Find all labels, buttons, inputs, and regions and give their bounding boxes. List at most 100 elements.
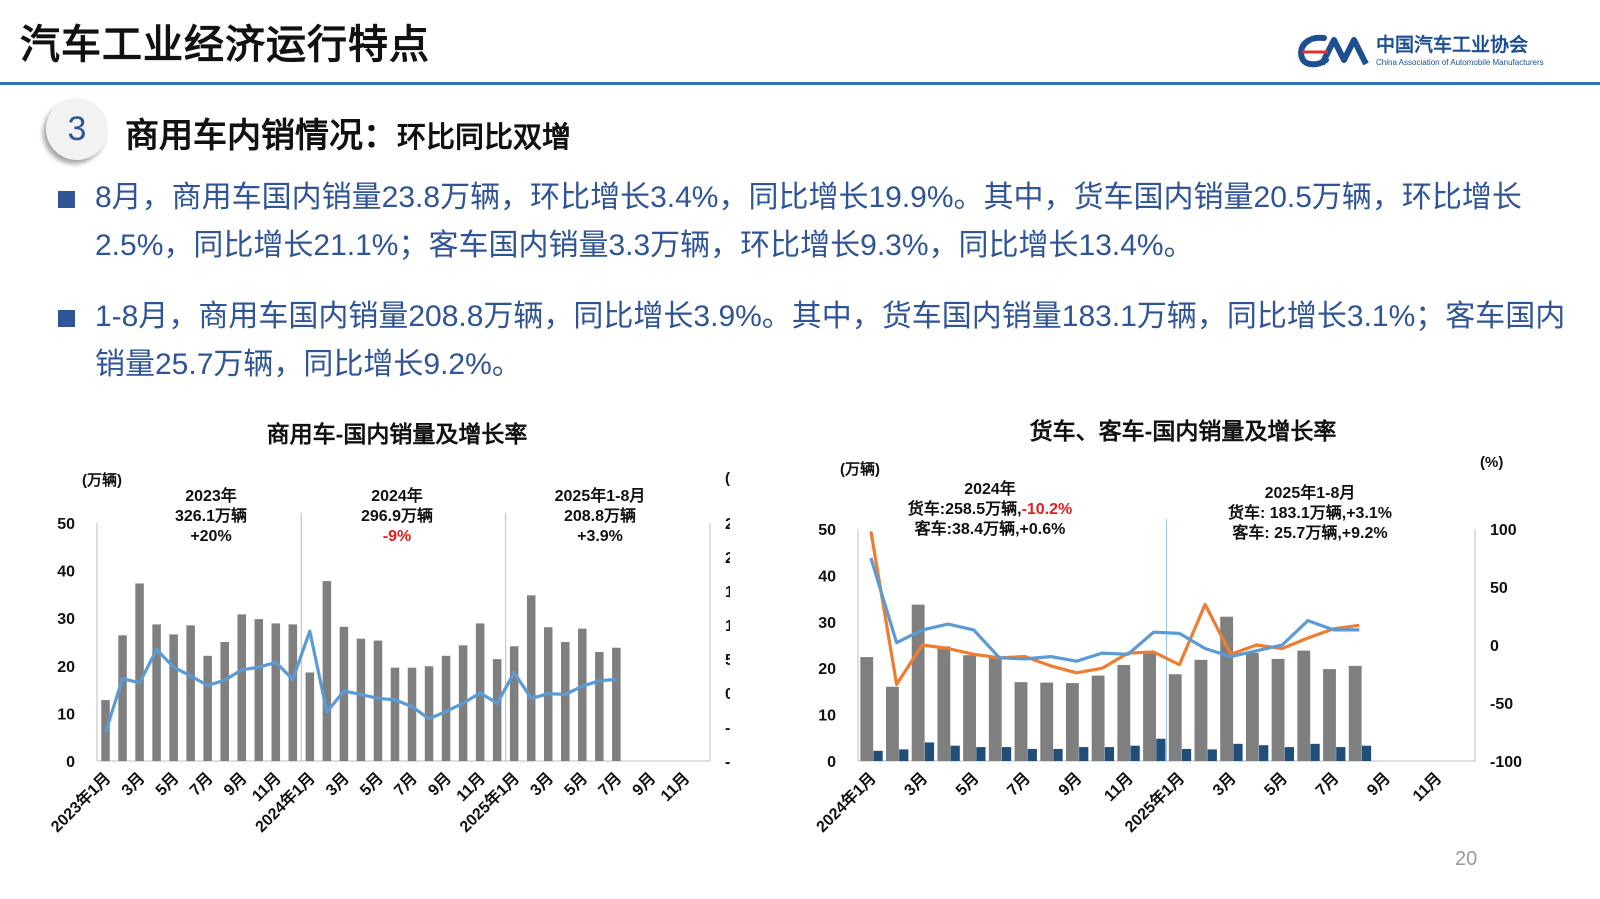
commercial-vehicle-chart: 商用车-国内销量及增长率 (万辆) (%) 0 10 20 30 40 50 -100 -50 0 50…	[47, 421, 730, 836]
bullet-text: 1-8月，商用车国内销量208.8万辆，同比增长3.9%。其中，货车国内销量18…	[95, 300, 1566, 381]
chart-bar	[1027, 748, 1037, 761]
chart-bar	[1117, 664, 1131, 761]
chart-bar	[1207, 749, 1217, 761]
chart-bar	[1053, 748, 1063, 761]
chart-bar	[1297, 650, 1311, 761]
chart-bar	[424, 666, 434, 761]
x-tick-label: 5月	[356, 769, 386, 799]
y-tick-label: 0	[827, 754, 836, 771]
y2-tick-label: 0	[725, 686, 730, 703]
chart-bar	[1348, 665, 1362, 761]
chart-bar	[1156, 738, 1166, 761]
annotation-text: -9%	[383, 528, 411, 545]
x-tick-label: 11月	[657, 769, 693, 805]
y-tick-label: 40	[818, 568, 836, 585]
bullet-square-icon	[58, 310, 75, 327]
chart-bar	[1336, 747, 1346, 761]
chart-bar	[612, 647, 621, 761]
bullet-item: 1-8月，商用车国内销量208.8万辆，同比增长3.9%。其中，货车国内销量18…	[58, 293, 1578, 389]
x-tick-label: 3月	[901, 769, 931, 799]
chart-bar	[169, 634, 178, 761]
y-tick-label: 30	[818, 615, 836, 632]
x-tick-label: 11月	[1409, 769, 1445, 805]
chart-bar	[118, 635, 127, 761]
bullet-item: 8月，商用车国内销量23.8万辆，环比增长3.4%，同比增长19.9%。其中，货…	[58, 174, 1578, 270]
x-tick-label: 2024年1月	[812, 768, 880, 836]
y2-tick-label: 100	[725, 618, 730, 635]
chart-bar	[911, 604, 925, 761]
section-number-badge: 3	[46, 98, 108, 160]
chart-bar	[203, 655, 212, 761]
y2-tick-label: 100	[1490, 522, 1517, 539]
chart-bar	[1259, 745, 1269, 761]
chart-bar	[860, 657, 874, 761]
chart-bar	[886, 686, 899, 761]
y-tick-label: 40	[57, 564, 75, 581]
page-title: 汽车工业经济运行特点	[20, 23, 430, 67]
x-tick-label: 9月	[629, 769, 659, 799]
x-tick-label: 5月	[1261, 769, 1291, 799]
chart-bar	[1284, 747, 1295, 761]
x-tick-label: 5月	[152, 769, 182, 799]
chart-bar	[220, 642, 229, 761]
y2-tick-label: 250	[725, 516, 730, 533]
x-tick-label: 3月	[118, 769, 148, 799]
chart-bar	[441, 655, 451, 761]
chart-line	[869, 557, 1360, 663]
y2-tick-label: 50	[725, 652, 730, 669]
y-tick-label: 50	[57, 516, 75, 533]
chart-bar	[899, 749, 909, 761]
bullet-square-icon	[58, 191, 75, 208]
chart-title: 货车、客车-国内销量及增长率	[1030, 418, 1337, 444]
annotation-text: 2024年	[371, 486, 423, 505]
chart-bar	[1091, 675, 1105, 761]
x-tick-label: 2023年1月	[47, 768, 115, 836]
chart-bar	[407, 667, 417, 761]
chart-bar	[152, 624, 161, 761]
annotation-text: +3.9%	[577, 528, 623, 545]
chart-bar	[988, 656, 1002, 761]
y-tick-label: 30	[57, 611, 75, 628]
y2-tick-label: 150	[725, 584, 730, 601]
chart-bar	[322, 581, 332, 761]
page-number: 20	[1455, 848, 1478, 870]
chart-bar	[950, 745, 960, 761]
x-tick-label: 3月	[527, 769, 557, 799]
chart-bar	[937, 646, 951, 761]
chart-bar	[1065, 683, 1079, 761]
chart-bar	[339, 626, 349, 761]
x-tick-label: 9月	[425, 769, 455, 799]
chart-bar	[578, 628, 587, 761]
annotation-text: +20%	[190, 528, 231, 545]
header-divider	[0, 82, 1600, 85]
chart-bar	[1233, 743, 1243, 761]
chart-line	[103, 629, 617, 733]
logo: 中国汽车工业协会 China Association of Automobile…	[1298, 30, 1568, 74]
y2-tick-label: 0	[1490, 638, 1499, 655]
chart-bar	[373, 640, 383, 761]
annotation-text: 货车:258.5万辆,-10.2%	[908, 499, 1073, 518]
x-tick-label: 7月	[391, 769, 421, 799]
annotation-text-part: 货车:258.5万辆,	[908, 499, 1022, 518]
x-tick-label: 9月	[1055, 769, 1085, 799]
chart-bar	[305, 672, 315, 761]
x-tick-label: 7月	[1004, 769, 1034, 799]
y-tick-label: 50	[818, 522, 836, 539]
x-tick-label: 5月	[952, 769, 982, 799]
chart-line	[869, 531, 1360, 686]
chart-bar	[271, 623, 281, 761]
chart-bar	[1245, 652, 1259, 761]
y2-tick-label: -50	[1490, 696, 1513, 713]
chart-bar	[1104, 747, 1115, 761]
chart-bar	[1001, 747, 1012, 761]
chart-bar	[509, 646, 519, 761]
chart-bar	[1040, 682, 1054, 761]
chart-bar	[356, 638, 366, 761]
y2-tick-label: 200	[725, 550, 730, 567]
annotation-text: 货车: 183.1万辆,+3.1%	[1228, 503, 1392, 522]
annotation-text: 2025年1-8月	[555, 486, 646, 505]
chart-bar	[1130, 745, 1140, 761]
chart-bar	[1323, 669, 1336, 761]
section-subtitle: 环比同比双增	[397, 122, 572, 154]
chart-bar	[288, 624, 298, 761]
